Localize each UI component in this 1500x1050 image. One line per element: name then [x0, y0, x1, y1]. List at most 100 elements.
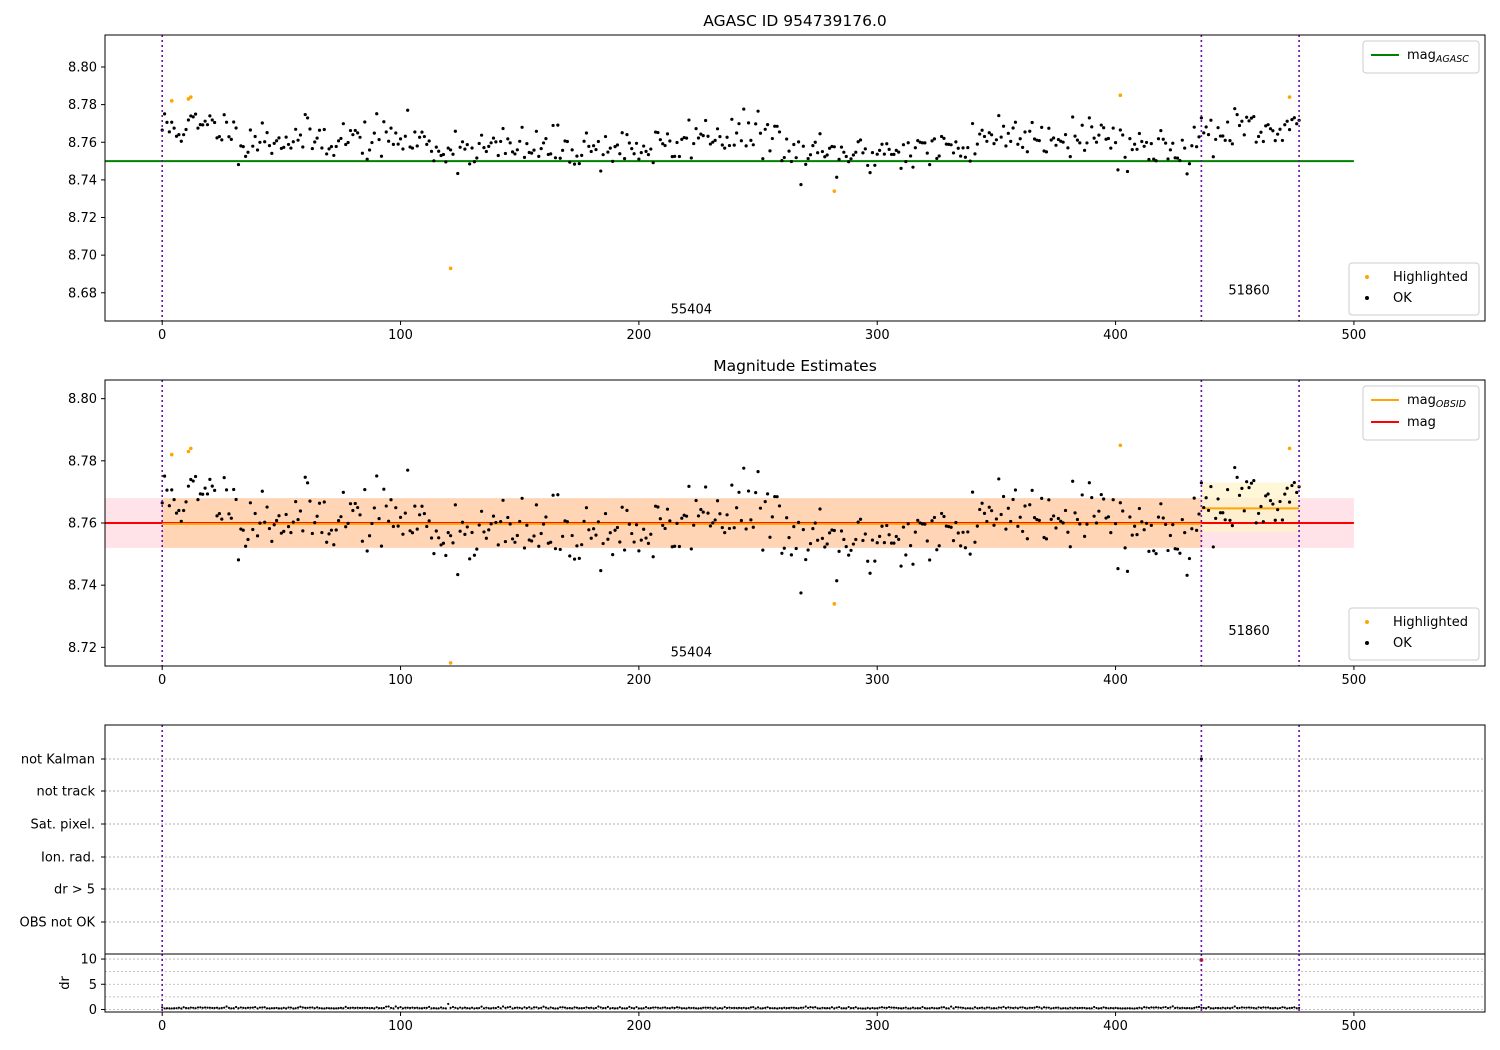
ok-point [813, 140, 817, 144]
y-tick-label: 8.80 [68, 392, 97, 407]
ok-point [1068, 155, 1072, 159]
dr-point [752, 1006, 755, 1009]
ok-point [870, 150, 875, 155]
ok-point [961, 530, 965, 534]
ok-point [670, 155, 674, 159]
ok-point [234, 126, 238, 130]
ok-point [923, 141, 927, 145]
ok-point [1156, 515, 1161, 519]
dr-point [945, 1007, 948, 1010]
ok-point [520, 496, 524, 500]
dr-point [232, 1007, 235, 1010]
dr-point [702, 1006, 705, 1009]
ok-point [606, 150, 610, 154]
ok-point [675, 140, 679, 145]
ok-point [975, 524, 979, 528]
ok-point [718, 135, 722, 139]
ok-point [954, 520, 958, 525]
ok-point [792, 525, 796, 529]
ok-point [763, 127, 767, 131]
dr-point [976, 1007, 979, 1010]
ok-point [970, 490, 975, 494]
ok-point [565, 520, 569, 524]
dr-point [397, 1006, 400, 1010]
ok-point [761, 157, 765, 161]
ok-point [715, 499, 720, 503]
dr-point [950, 1005, 953, 1008]
dr-point [1183, 1006, 1186, 1010]
ok-point [704, 485, 708, 489]
ok-point [279, 531, 283, 535]
ok-point [1052, 514, 1056, 518]
ok-point [749, 138, 753, 142]
ok-point [308, 127, 312, 131]
ok-point [796, 520, 801, 524]
ok-point [825, 542, 829, 546]
ok-point [1295, 122, 1299, 126]
ok-point [904, 553, 908, 557]
ok-point [265, 505, 269, 509]
ok-point [808, 542, 813, 546]
ok-point [179, 519, 183, 523]
dr-point [1107, 1007, 1110, 1010]
ok-point [389, 498, 393, 502]
ok-point [348, 128, 353, 133]
ok-point [751, 525, 755, 529]
dr-point [1236, 1006, 1239, 1010]
ok-point [1264, 494, 1268, 498]
ok-point [1037, 518, 1041, 522]
ok-point [603, 511, 608, 516]
dr-point [280, 1007, 283, 1010]
dr-point [1283, 1006, 1286, 1009]
ok-point [687, 484, 691, 488]
ok-point [563, 139, 567, 143]
dr-point [363, 1006, 366, 1009]
ok-point [477, 141, 481, 146]
ok-point [370, 140, 374, 145]
dr-point [814, 1006, 817, 1009]
ok-point [348, 502, 353, 506]
ok-point [329, 528, 334, 532]
ok-point [1211, 545, 1215, 549]
dr-point [664, 1006, 667, 1009]
ok-point [298, 509, 303, 513]
ok-point [506, 515, 510, 520]
ok-point [387, 139, 391, 143]
dr-point [766, 1006, 769, 1009]
dr-point [630, 1006, 633, 1010]
ok-point [925, 151, 929, 155]
ok-point [325, 152, 329, 156]
ok-point [313, 521, 317, 525]
ok-point [892, 541, 896, 545]
ok-point [1001, 494, 1006, 499]
ok-point [1056, 516, 1060, 521]
dr-point [246, 1006, 250, 1009]
dr-point [268, 1007, 271, 1010]
dr-point [1205, 1007, 1208, 1010]
ok-point [351, 508, 355, 513]
ok-point [773, 124, 777, 128]
ok-point [1237, 493, 1242, 497]
ok-point [1071, 479, 1075, 483]
ok-point [742, 107, 746, 111]
ok-point [806, 156, 810, 161]
dr-point [888, 1005, 891, 1009]
ok-point [537, 544, 541, 548]
ok-point [1059, 519, 1063, 523]
ok-point [489, 522, 493, 526]
ok-point [313, 140, 317, 144]
dr-point [861, 1007, 865, 1010]
ok-point [520, 125, 524, 129]
ok-point [603, 134, 608, 139]
ok-point [1180, 138, 1184, 142]
dr-point [635, 1005, 638, 1009]
ok-point [344, 525, 348, 529]
flag-category-label: not track [36, 785, 95, 800]
ok-point [959, 154, 963, 158]
ok-point [422, 134, 426, 139]
dr-point [1190, 1007, 1193, 1010]
ok-point [487, 144, 491, 148]
flag-category-label: not Kalman [21, 753, 95, 768]
ok-point [305, 116, 310, 120]
ok-point [1280, 138, 1285, 143]
